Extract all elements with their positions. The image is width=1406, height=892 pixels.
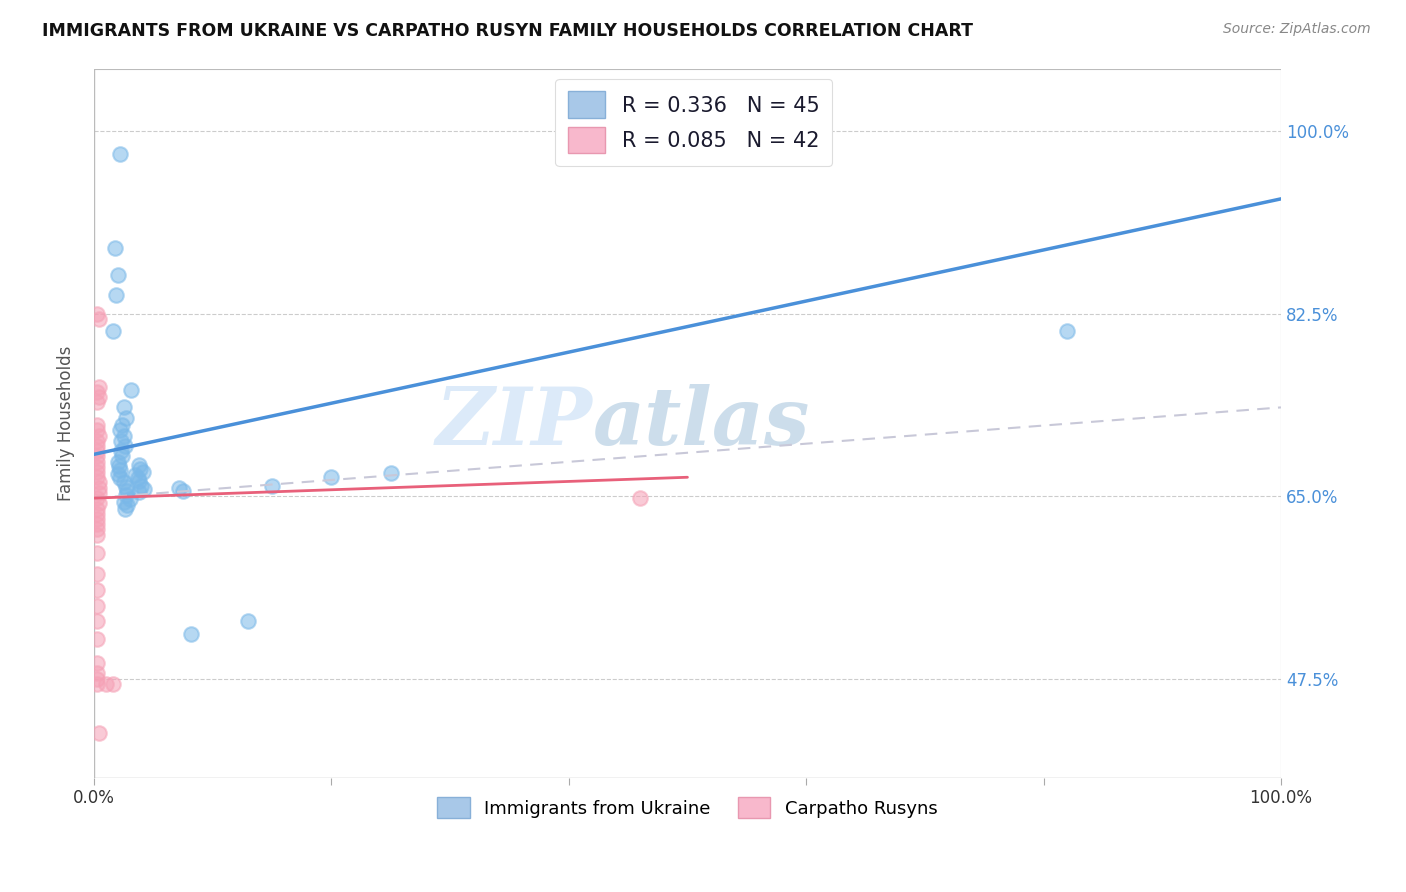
Point <box>180 626 202 640</box>
Point <box>127 471 149 485</box>
Point <box>87 725 110 739</box>
Point <box>108 147 131 161</box>
Point <box>86 470 108 484</box>
Point <box>111 450 134 464</box>
Point <box>129 462 152 476</box>
Point <box>86 676 108 690</box>
Point <box>172 483 194 498</box>
Point <box>108 471 131 485</box>
Point <box>115 488 138 502</box>
Point <box>101 676 124 690</box>
Point <box>87 496 110 510</box>
Point <box>108 423 131 437</box>
Point <box>111 418 134 433</box>
Point <box>87 390 110 404</box>
Point <box>110 434 132 448</box>
Point <box>86 455 108 469</box>
Point <box>120 383 142 397</box>
Point <box>87 311 110 326</box>
Point <box>107 455 129 469</box>
Point <box>101 324 124 338</box>
Point <box>86 599 108 613</box>
Point <box>108 458 131 473</box>
Point <box>132 482 155 496</box>
Point <box>86 450 108 464</box>
Point <box>112 475 135 490</box>
Point <box>115 480 138 494</box>
Point <box>115 483 138 498</box>
Point <box>238 614 260 628</box>
Point <box>112 401 135 415</box>
Point <box>86 307 108 321</box>
Point <box>86 546 108 560</box>
Point <box>260 478 283 492</box>
Point <box>86 444 108 458</box>
Legend: Immigrants from Ukraine, Carpatho Rusyns: Immigrants from Ukraine, Carpatho Rusyns <box>430 790 945 825</box>
Point <box>86 384 108 399</box>
Point <box>131 478 153 492</box>
Point <box>115 410 138 425</box>
Point <box>86 527 108 541</box>
Point <box>87 428 110 442</box>
Text: IMMIGRANTS FROM UKRAINE VS CARPATHO RUSYN FAMILY HOUSEHOLDS CORRELATION CHART: IMMIGRANTS FROM UKRAINE VS CARPATHO RUSY… <box>42 22 973 40</box>
Point <box>86 395 108 409</box>
Point <box>105 287 128 301</box>
Point <box>169 481 191 495</box>
Point <box>112 428 135 442</box>
Point <box>128 475 150 489</box>
Point <box>86 672 108 686</box>
Point <box>118 492 141 507</box>
Point <box>86 522 108 536</box>
Point <box>114 439 136 453</box>
Point <box>86 418 108 433</box>
Point <box>86 582 108 597</box>
Point <box>86 507 108 521</box>
Point <box>94 676 117 690</box>
Point <box>1056 324 1078 338</box>
Point <box>112 495 135 509</box>
Point <box>86 656 108 670</box>
Point <box>86 632 108 646</box>
Point <box>128 484 150 499</box>
Point <box>87 481 110 495</box>
Point <box>86 517 108 532</box>
Point <box>107 467 129 482</box>
Point <box>86 423 108 437</box>
Point <box>86 567 108 582</box>
Point <box>86 459 108 474</box>
Point <box>86 666 108 681</box>
Point <box>131 465 153 479</box>
Point <box>87 475 110 490</box>
Point <box>115 499 138 513</box>
Point <box>87 379 110 393</box>
Point <box>628 491 651 505</box>
Y-axis label: Family Households: Family Households <box>58 345 75 500</box>
Text: atlas: atlas <box>592 384 810 462</box>
Point <box>108 463 131 477</box>
Point <box>86 491 108 505</box>
Point <box>87 486 110 500</box>
Point <box>107 268 129 282</box>
Point <box>86 434 108 448</box>
Point <box>104 241 127 255</box>
Point <box>124 468 146 483</box>
Text: Source: ZipAtlas.com: Source: ZipAtlas.com <box>1223 22 1371 37</box>
Point <box>86 512 108 526</box>
Point <box>321 470 343 484</box>
Point <box>110 444 132 458</box>
Point <box>86 439 108 453</box>
Point <box>86 614 108 628</box>
Point <box>128 458 150 472</box>
Point <box>86 501 108 516</box>
Point <box>114 501 136 516</box>
Point <box>380 466 402 480</box>
Text: ZIP: ZIP <box>436 384 592 462</box>
Point <box>86 465 108 479</box>
